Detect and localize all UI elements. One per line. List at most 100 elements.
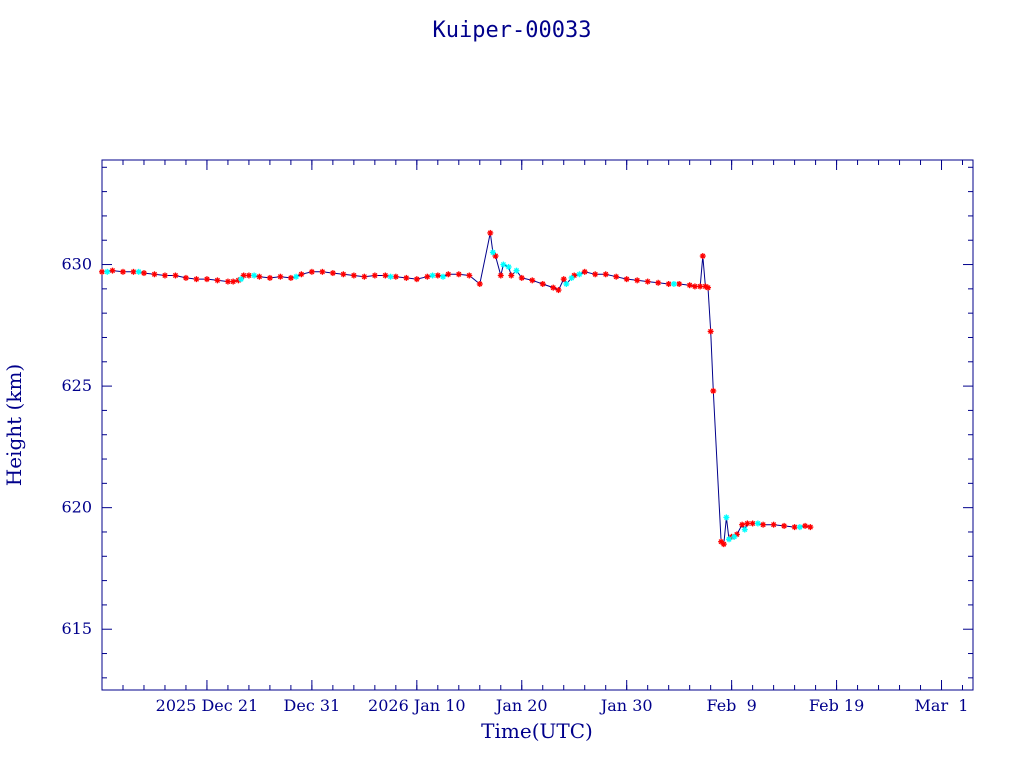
data-point [350,272,357,279]
y-axis: 615 620 625 630 [61,166,973,679]
data-point [508,272,515,279]
data-point [676,280,683,287]
data-point [691,283,698,290]
data-point [581,268,588,275]
data-point [119,268,126,275]
data-point [791,524,798,531]
data-point [555,287,562,294]
y-tick-label: 625 [61,376,92,395]
data-point [568,274,575,281]
data-point [251,272,258,279]
x-tick-label: Jan 20 [494,696,548,715]
data-point [140,270,147,277]
x-tick-label: Dec 31 [284,696,341,715]
data-point [760,521,767,528]
data-point [723,514,730,521]
data-point [308,268,315,275]
data-point [781,522,788,529]
data-point [476,280,483,287]
data-point [634,277,641,284]
data-point [741,526,748,533]
data-point [104,268,111,275]
y-tick-label: 615 [61,619,92,638]
data-point [224,278,231,285]
data-point [340,271,347,278]
data-point [744,520,751,527]
data-point [230,278,237,285]
data-point [770,521,777,528]
data-point [130,268,137,275]
data-point [807,524,814,531]
y-axis-label: Height (km) [2,364,26,486]
data-point [796,524,803,531]
data-point [592,271,599,278]
data-point [434,272,441,279]
data-point [602,271,609,278]
data-point [513,267,520,274]
data-point [329,270,336,277]
data-point [489,249,496,256]
data-point [298,271,305,278]
data-point [382,272,389,279]
data-point [238,276,245,283]
data-point [492,253,499,260]
data-point [256,273,263,280]
data-markers [99,229,814,548]
plot-frame [101,159,974,691]
data-point [576,271,583,278]
data-point [161,272,168,279]
data-point [739,521,746,528]
data-point [754,520,761,527]
data-point [466,272,473,279]
data-point [500,261,507,268]
data-point [623,276,630,283]
data-point [182,274,189,281]
data-point [720,541,727,548]
data-point [497,272,504,279]
data-point [749,520,756,527]
data-point [135,268,142,275]
y-tick-label: 620 [61,498,92,517]
data-point [518,274,525,281]
data-point [203,276,210,283]
data-point [293,273,300,280]
data-point [665,280,672,287]
data-point [613,273,620,280]
data-point [172,272,179,279]
data-point [560,276,567,283]
data-point [319,268,326,275]
data-point [266,274,273,281]
data-point [505,263,512,270]
data-point [445,271,452,278]
data-point [655,279,662,286]
data-point [686,282,693,289]
data-point [707,328,714,335]
data-point [424,273,431,280]
data-point [371,272,378,279]
data-point [99,268,105,275]
data-point [277,273,284,280]
x-axis: 2025 Dec 21 Dec 31 2026 Jan 10 Jan 20 Jan 30… [101,160,969,715]
data-point [487,229,494,236]
data-point [670,280,677,287]
data-point [109,267,116,274]
data-point [361,273,368,280]
x-tick-label: Jan 30 [599,696,653,715]
data-point [245,272,252,279]
x-tick-label: 2025 Dec 21 [156,696,259,715]
data-point [403,274,410,281]
data-point [151,271,158,278]
data-point [214,277,221,284]
data-point [550,284,557,291]
chart-title: Kuiper-00033 [433,18,592,43]
data-point [440,273,447,280]
data-point [193,276,200,283]
x-tick-label: Mar 1 [915,696,969,715]
data-point [287,274,294,281]
data-point [387,273,394,280]
x-axis-label: Time(UTC) [481,719,593,743]
y-tick-label: 630 [61,255,92,274]
data-point [392,273,399,280]
data-point [710,387,717,394]
data-point [529,277,536,284]
